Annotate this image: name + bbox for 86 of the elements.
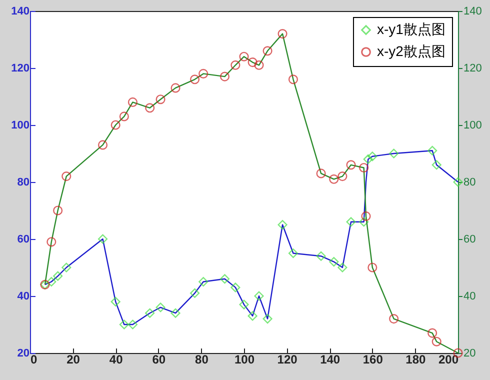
x-tick-label: 200: [438, 352, 459, 366]
point: [110, 120, 120, 130]
point: [368, 152, 378, 162]
y-tick-label: 60: [17, 234, 30, 246]
point: [338, 172, 348, 182]
point: [145, 308, 155, 318]
point: [254, 291, 264, 301]
point: [428, 146, 438, 156]
point: [156, 94, 166, 104]
point: [389, 148, 399, 158]
point: [62, 262, 72, 272]
point: [98, 234, 108, 244]
point: [288, 248, 298, 258]
point: [128, 320, 138, 330]
y2-tick-label: 100: [464, 120, 482, 132]
point: [128, 97, 138, 107]
point: [346, 160, 356, 170]
point: [119, 112, 129, 122]
y2-tick-label: 80: [464, 176, 476, 188]
point: [338, 262, 348, 272]
point: [170, 83, 180, 93]
point: [329, 257, 339, 267]
point: [239, 300, 249, 310]
point: [316, 168, 326, 178]
point: [346, 217, 356, 227]
point: [46, 237, 56, 247]
y2-tick-label: 120: [464, 62, 482, 74]
point: [432, 160, 442, 170]
point: [170, 308, 180, 318]
legend-label: x-y1散点图: [377, 21, 446, 37]
x-tick-label: 60: [152, 352, 166, 366]
point: [190, 74, 200, 84]
x-tick-label: 180: [406, 352, 426, 366]
point: [248, 311, 258, 321]
point: [359, 217, 369, 227]
x-tick-label: 140: [320, 352, 340, 366]
point: [453, 177, 463, 187]
point: [262, 46, 272, 56]
point: [428, 328, 438, 338]
y-tick-label: 100: [11, 120, 30, 132]
y-tick-label: 40: [17, 290, 30, 302]
point: [53, 271, 63, 281]
y2-tick-label: 40: [464, 290, 476, 302]
point: [230, 60, 240, 70]
point: [220, 274, 230, 284]
point: [389, 314, 399, 324]
x-tick-label: 20: [66, 352, 80, 366]
point: [248, 58, 258, 68]
x-tick-label: 100: [234, 352, 255, 366]
point: [62, 172, 72, 182]
point: [230, 282, 240, 292]
point: [110, 296, 120, 306]
point: [368, 262, 378, 272]
point: [198, 68, 208, 78]
x-tick-label: 120: [277, 352, 298, 366]
point: [190, 288, 200, 298]
y-tick-label: 80: [17, 176, 30, 188]
point: [288, 74, 298, 84]
point: [145, 103, 155, 113]
y2-tick-label: 140: [464, 6, 482, 18]
point: [156, 302, 166, 312]
legend-label: x-y2散点图: [377, 43, 446, 59]
y-tick-label: 140: [11, 6, 30, 18]
point: [363, 154, 373, 164]
point: [254, 60, 264, 70]
point: [316, 251, 326, 261]
point: [278, 220, 288, 230]
point: [359, 162, 369, 173]
point: [262, 314, 272, 324]
point: [98, 140, 108, 150]
y-tick-label: 120: [11, 62, 30, 74]
point: [278, 29, 288, 39]
x-tick-label: 0: [30, 352, 38, 366]
point: [239, 52, 249, 62]
point: [53, 206, 63, 216]
x-tick-label: 80: [195, 352, 209, 366]
point: [119, 320, 129, 330]
point: [46, 276, 56, 287]
point: [198, 276, 208, 287]
point: [329, 174, 339, 184]
x-tick-label: 40: [109, 352, 124, 366]
point: [432, 336, 442, 346]
point: [361, 211, 371, 221]
y2-tick-label: 60: [464, 234, 476, 246]
point: [220, 72, 230, 82]
x-tick-label: 160: [362, 352, 384, 366]
